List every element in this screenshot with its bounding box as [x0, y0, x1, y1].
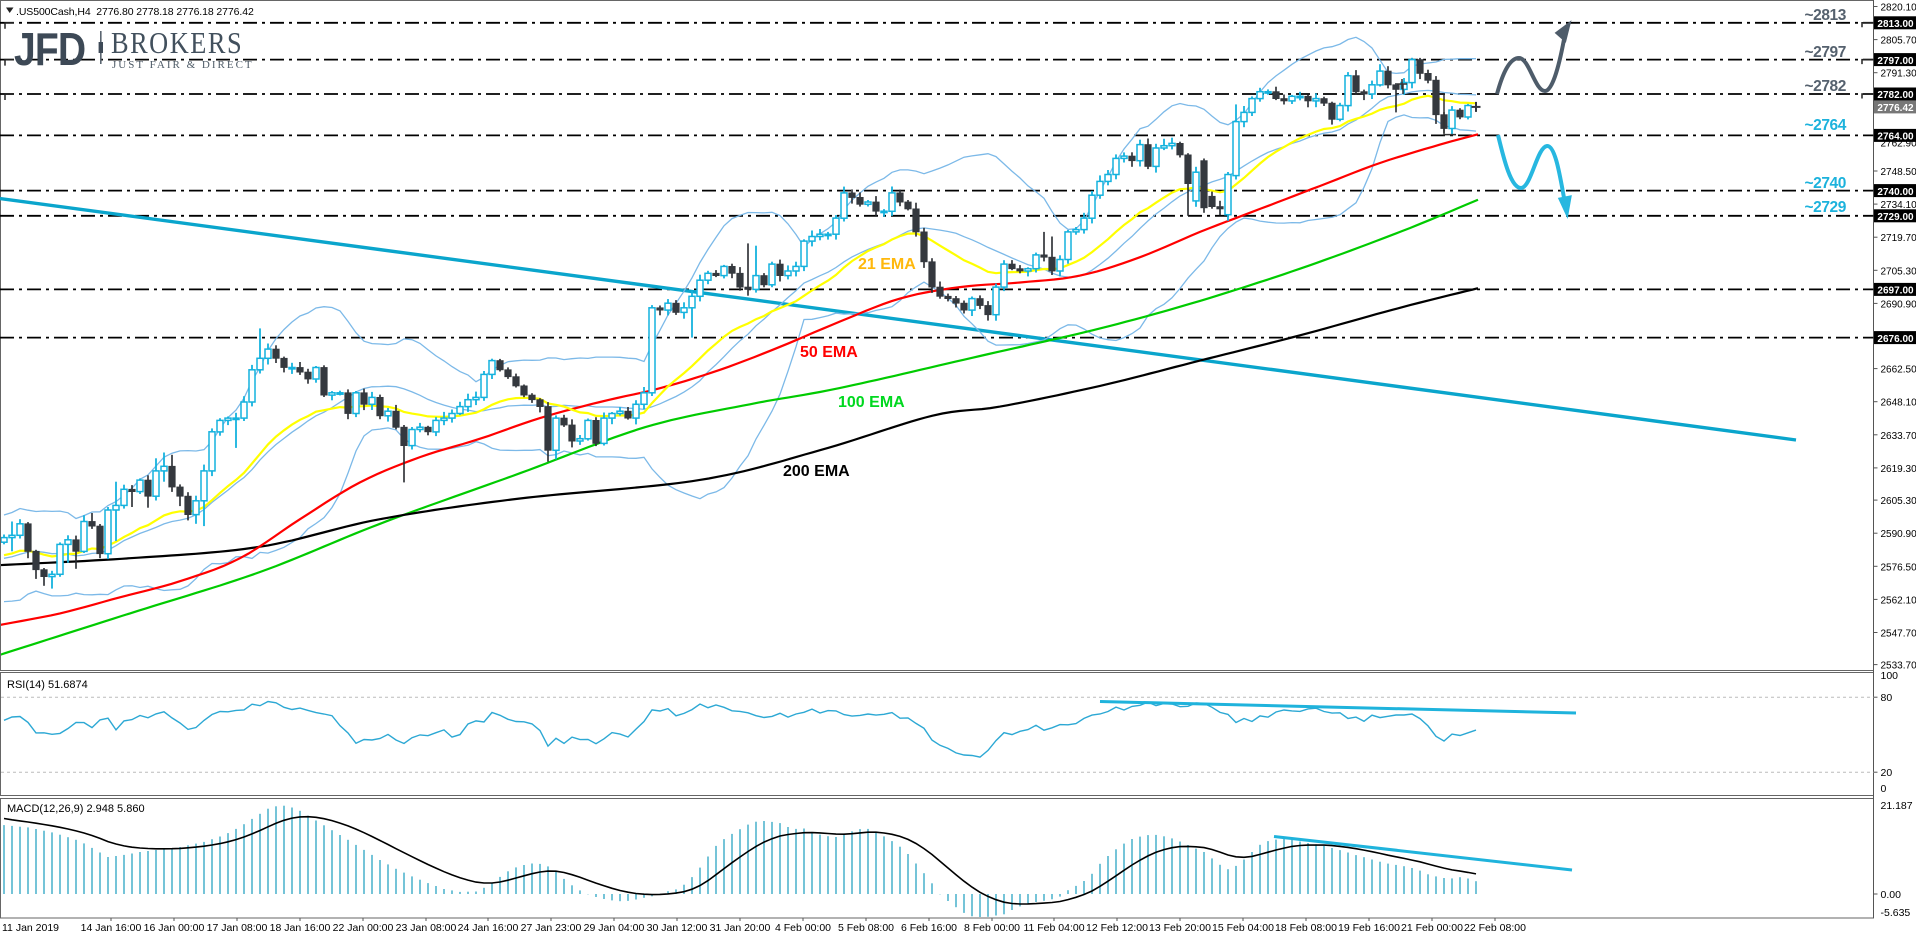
- svg-text:14 Jan 16:00: 14 Jan 16:00: [81, 922, 142, 934]
- svg-text:RSI(14) 51.6874: RSI(14) 51.6874: [7, 679, 88, 691]
- svg-text:2729.00: 2729.00: [1877, 212, 1914, 223]
- svg-text:20: 20: [1881, 767, 1893, 779]
- svg-text:2690.90: 2690.90: [1881, 299, 1916, 310]
- svg-text:22 Feb 08:00: 22 Feb 08:00: [1464, 922, 1526, 934]
- svg-text:5 Feb 08:00: 5 Feb 08:00: [838, 922, 894, 934]
- svg-text:16 Jan 00:00: 16 Jan 00:00: [144, 922, 205, 934]
- svg-text:2797.00: 2797.00: [1877, 56, 1914, 67]
- svg-text:2633.70: 2633.70: [1881, 431, 1916, 442]
- svg-text:~2782: ~2782: [1804, 78, 1846, 95]
- svg-text:80: 80: [1881, 692, 1893, 704]
- svg-text:JUST FAIR & DIRECT: JUST FAIR & DIRECT: [112, 59, 254, 71]
- svg-text:2697.00: 2697.00: [1877, 286, 1914, 297]
- svg-text:11 Feb 04:00: 11 Feb 04:00: [1023, 922, 1084, 934]
- svg-text:19 Feb 16:00: 19 Feb 16:00: [1338, 922, 1400, 934]
- svg-text:21 Feb 00:00: 21 Feb 00:00: [1401, 922, 1463, 934]
- svg-text:30 Jan 12:00: 30 Jan 12:00: [647, 922, 708, 934]
- svg-text:2648.10: 2648.10: [1881, 398, 1916, 409]
- svg-text:2576.50: 2576.50: [1881, 562, 1916, 573]
- svg-text:2619.30: 2619.30: [1881, 464, 1916, 475]
- svg-text:200 EMA: 200 EMA: [783, 463, 850, 480]
- svg-text:2562.10: 2562.10: [1881, 595, 1916, 606]
- svg-text:-5.635: -5.635: [1881, 907, 1911, 919]
- svg-text:4 Feb 00:00: 4 Feb 00:00: [775, 922, 831, 934]
- svg-text:2776.42: 2776.42: [1877, 103, 1914, 114]
- svg-text:2662.50: 2662.50: [1881, 365, 1916, 376]
- svg-text:2820.10: 2820.10: [1881, 3, 1916, 14]
- svg-text:2740.00: 2740.00: [1877, 187, 1914, 198]
- svg-text:.US500Cash,H4 2776.80 2778.18: .US500Cash,H4 2776.80 2778.18 2776.18 27…: [16, 6, 254, 18]
- svg-text:2805.70: 2805.70: [1881, 36, 1916, 47]
- svg-text:2705.30: 2705.30: [1881, 266, 1916, 277]
- svg-text:15 Feb 04:00: 15 Feb 04:00: [1212, 922, 1274, 934]
- svg-text:~2740: ~2740: [1804, 175, 1846, 192]
- svg-text:6 Feb 16:00: 6 Feb 16:00: [901, 922, 957, 934]
- svg-text:MACD(12,26,9) 2.948 5.860: MACD(12,26,9) 2.948 5.860: [7, 803, 145, 815]
- svg-text:~2764: ~2764: [1804, 117, 1846, 134]
- svg-text:2590.90: 2590.90: [1881, 529, 1916, 540]
- svg-text:31 Jan 20:00: 31 Jan 20:00: [710, 922, 771, 934]
- svg-text:18 Jan 16:00: 18 Jan 16:00: [270, 922, 331, 934]
- svg-text:21 EMA: 21 EMA: [858, 256, 916, 273]
- svg-text:2748.50: 2748.50: [1881, 167, 1916, 178]
- svg-text:100: 100: [1881, 670, 1899, 682]
- svg-text:BROKERS: BROKERS: [111, 26, 243, 60]
- svg-text:8 Feb 00:00: 8 Feb 00:00: [964, 922, 1020, 934]
- svg-text:22 Jan 00:00: 22 Jan 00:00: [333, 922, 394, 934]
- svg-text:2676.00: 2676.00: [1877, 334, 1914, 345]
- svg-text:21.187: 21.187: [1881, 800, 1913, 812]
- svg-text:12 Feb 12:00: 12 Feb 12:00: [1086, 922, 1148, 934]
- svg-text:17 Jan 08:00: 17 Jan 08:00: [207, 922, 268, 934]
- svg-text:2605.30: 2605.30: [1881, 496, 1916, 507]
- svg-text:24 Jan 16:00: 24 Jan 16:00: [458, 922, 519, 934]
- svg-text:JFD: JFD: [14, 24, 85, 76]
- svg-text:2547.70: 2547.70: [1881, 629, 1916, 640]
- svg-text:~2813: ~2813: [1804, 7, 1846, 24]
- svg-text:2791.30: 2791.30: [1881, 69, 1916, 80]
- svg-text:50 EMA: 50 EMA: [800, 344, 858, 361]
- svg-text:2782.00: 2782.00: [1877, 90, 1914, 101]
- svg-text:2813.00: 2813.00: [1877, 19, 1914, 30]
- svg-text:2764.00: 2764.00: [1877, 132, 1914, 143]
- svg-text:23 Jan 08:00: 23 Jan 08:00: [396, 922, 457, 934]
- svg-text:18 Feb 08:00: 18 Feb 08:00: [1275, 922, 1337, 934]
- svg-text:0: 0: [1881, 783, 1887, 795]
- svg-text:100 EMA: 100 EMA: [838, 394, 905, 411]
- svg-text:2719.70: 2719.70: [1881, 233, 1916, 244]
- svg-text:11 Jan 2019: 11 Jan 2019: [2, 922, 59, 934]
- svg-text:29 Jan 04:00: 29 Jan 04:00: [584, 922, 645, 934]
- svg-text:~2797: ~2797: [1804, 44, 1846, 61]
- svg-text:~2729: ~2729: [1804, 199, 1846, 216]
- svg-text:13 Feb 20:00: 13 Feb 20:00: [1149, 922, 1211, 934]
- svg-text:27 Jan 23:00: 27 Jan 23:00: [521, 922, 582, 934]
- svg-text:0.00: 0.00: [1881, 889, 1902, 901]
